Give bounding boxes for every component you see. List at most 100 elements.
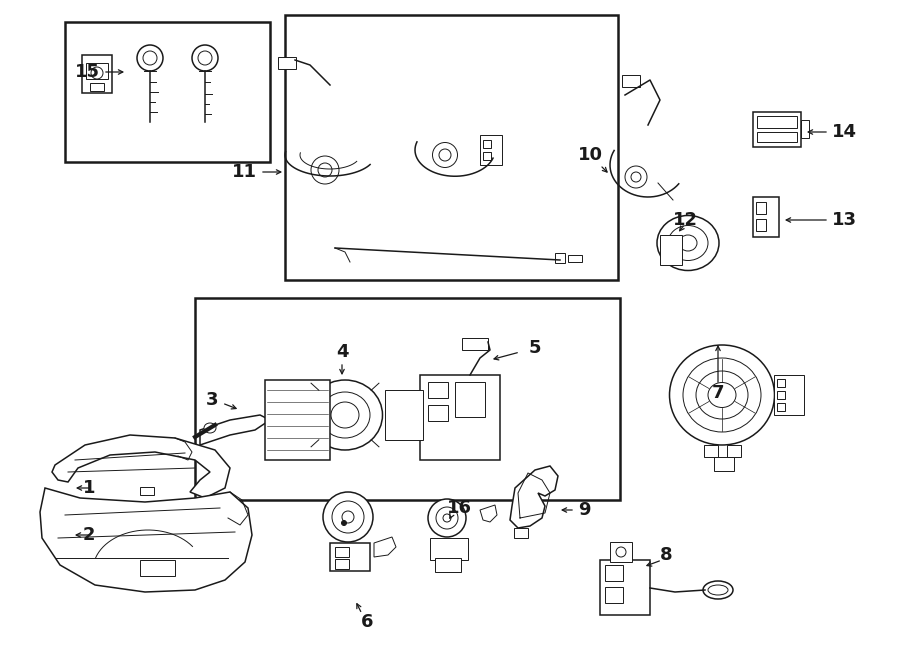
Bar <box>428 405 448 421</box>
Bar <box>727 445 741 457</box>
Bar <box>140 560 175 576</box>
Text: 12: 12 <box>672 211 698 229</box>
Bar <box>756 202 766 214</box>
Bar <box>278 57 296 69</box>
Bar <box>428 382 448 398</box>
Ellipse shape <box>625 166 647 188</box>
Polygon shape <box>480 505 497 522</box>
Text: 3: 3 <box>205 391 218 409</box>
Text: 8: 8 <box>660 546 672 564</box>
Text: 10: 10 <box>578 146 602 164</box>
Bar <box>195 298 620 500</box>
Text: 6: 6 <box>361 613 374 631</box>
Bar <box>462 338 488 350</box>
Ellipse shape <box>143 51 157 65</box>
Bar <box>660 235 682 265</box>
Bar <box>605 587 623 603</box>
Bar <box>480 135 502 165</box>
Bar <box>86 63 108 79</box>
Bar <box>757 116 797 128</box>
Text: 2: 2 <box>83 526 95 544</box>
Text: 15: 15 <box>75 63 100 81</box>
Ellipse shape <box>443 514 451 522</box>
Ellipse shape <box>198 51 212 65</box>
Bar <box>335 559 349 569</box>
Ellipse shape <box>433 143 457 167</box>
Bar <box>65 22 270 162</box>
Bar <box>568 255 582 262</box>
Bar <box>82 55 112 93</box>
Ellipse shape <box>696 371 748 419</box>
Bar <box>704 445 718 457</box>
Bar <box>420 375 500 460</box>
Bar <box>777 403 785 411</box>
Ellipse shape <box>318 163 332 177</box>
Ellipse shape <box>341 520 346 525</box>
Bar <box>430 538 468 560</box>
Bar <box>140 487 154 495</box>
Bar <box>483 140 491 148</box>
Ellipse shape <box>204 423 216 433</box>
Bar <box>714 457 734 471</box>
Ellipse shape <box>323 492 373 542</box>
Ellipse shape <box>679 235 697 251</box>
Ellipse shape <box>708 383 736 407</box>
Bar <box>265 380 330 460</box>
Bar <box>330 543 370 571</box>
Ellipse shape <box>670 345 775 445</box>
Text: 4: 4 <box>336 343 348 361</box>
Bar <box>605 565 623 581</box>
Text: 1: 1 <box>83 479 95 497</box>
Bar <box>435 558 461 572</box>
Bar <box>514 528 528 538</box>
Bar <box>600 560 650 615</box>
Bar <box>385 390 423 440</box>
Text: 11: 11 <box>232 163 257 181</box>
Ellipse shape <box>439 149 451 161</box>
Polygon shape <box>52 435 230 498</box>
Text: 9: 9 <box>578 501 590 519</box>
Bar <box>774 375 804 415</box>
Ellipse shape <box>137 45 163 71</box>
Text: 13: 13 <box>832 211 857 229</box>
Bar <box>777 391 785 399</box>
Bar <box>335 547 349 557</box>
Ellipse shape <box>311 156 339 184</box>
Ellipse shape <box>708 585 728 595</box>
Ellipse shape <box>616 547 626 557</box>
Bar <box>757 132 797 142</box>
Text: 5: 5 <box>529 339 541 357</box>
Polygon shape <box>200 415 270 445</box>
Bar <box>801 120 809 138</box>
Bar <box>483 152 491 160</box>
Ellipse shape <box>308 380 382 450</box>
Ellipse shape <box>428 499 466 537</box>
Ellipse shape <box>703 581 733 599</box>
Ellipse shape <box>331 402 359 428</box>
Bar <box>555 253 565 263</box>
Text: 7: 7 <box>712 384 724 402</box>
Bar <box>610 542 632 562</box>
Ellipse shape <box>320 392 370 438</box>
Polygon shape <box>374 537 396 557</box>
Bar <box>753 197 779 237</box>
Bar <box>455 382 485 417</box>
Bar <box>622 75 640 87</box>
Ellipse shape <box>683 358 761 432</box>
Ellipse shape <box>332 501 364 533</box>
Ellipse shape <box>668 225 708 260</box>
Polygon shape <box>40 488 252 592</box>
Text: 14: 14 <box>832 123 857 141</box>
Ellipse shape <box>91 67 103 79</box>
Bar <box>285 15 618 280</box>
Bar <box>756 219 766 231</box>
Polygon shape <box>510 466 558 528</box>
Ellipse shape <box>192 45 218 71</box>
Bar <box>753 112 801 147</box>
Ellipse shape <box>436 507 458 529</box>
Text: 16: 16 <box>446 499 472 517</box>
Bar <box>90 83 104 91</box>
Ellipse shape <box>342 511 354 523</box>
Bar <box>777 379 785 387</box>
Ellipse shape <box>657 215 719 270</box>
